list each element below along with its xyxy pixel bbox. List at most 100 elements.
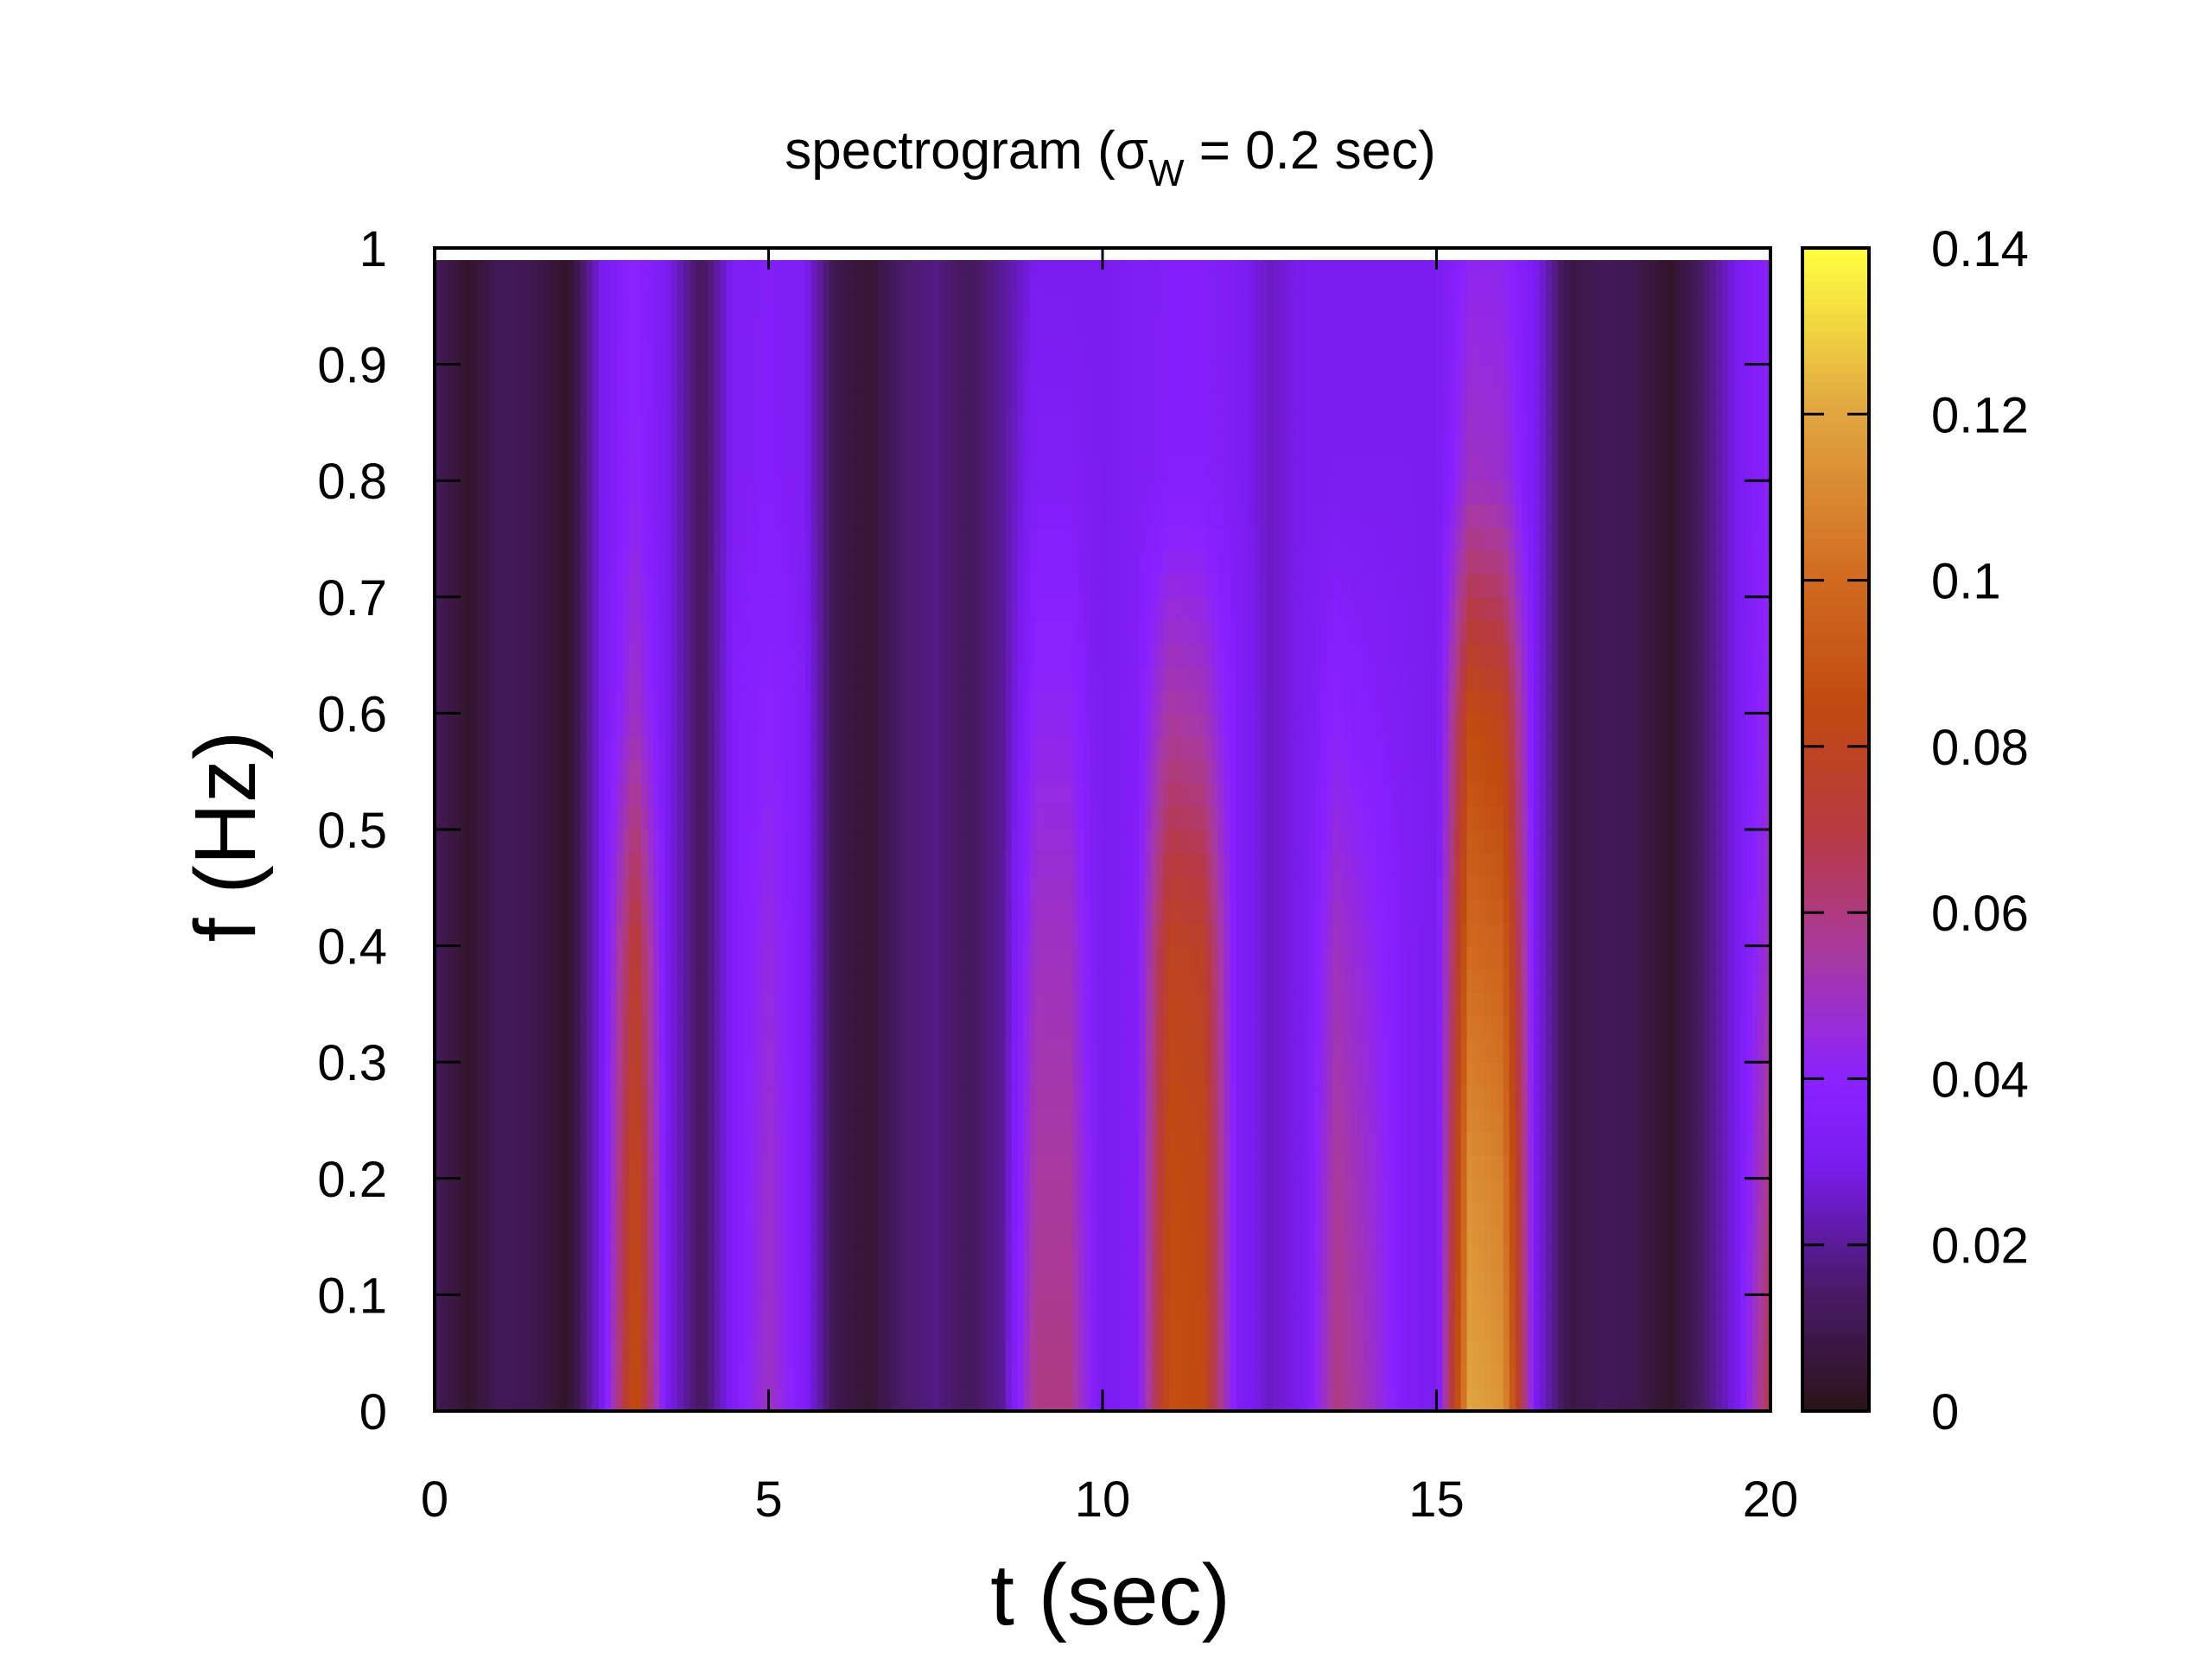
heatmap-cell xyxy=(914,1388,921,1412)
heatmap-cell xyxy=(568,1039,575,1063)
heatmap-cell xyxy=(804,1062,812,1086)
heatmap-cell xyxy=(914,922,921,947)
heatmap-cell xyxy=(659,387,666,412)
heatmap-cell xyxy=(975,783,982,807)
heatmap-cell xyxy=(732,364,740,389)
heatmap-cell xyxy=(756,340,764,365)
heatmap-cell xyxy=(981,1224,988,1249)
heatmap-cell xyxy=(865,1341,873,1365)
heatmap-cell xyxy=(586,852,594,877)
heatmap-cell xyxy=(798,364,806,389)
heatmap-cell xyxy=(920,317,927,342)
heatmap-cell xyxy=(441,1154,448,1179)
heatmap-cell xyxy=(665,480,672,505)
heatmap-cell xyxy=(671,410,678,435)
heatmap-cell xyxy=(653,992,660,1017)
heatmap-cell xyxy=(501,830,509,854)
heatmap-cell xyxy=(932,1248,939,1273)
heatmap-cell xyxy=(483,457,490,481)
heatmap-cell xyxy=(975,1248,982,1273)
heatmap-cell xyxy=(690,713,696,738)
heatmap-cell xyxy=(640,410,648,435)
heatmap-cell xyxy=(441,294,448,319)
heatmap-cell xyxy=(628,1248,636,1273)
heatmap-cell xyxy=(908,899,915,924)
heatmap-cell xyxy=(726,1039,734,1063)
heatmap-cell xyxy=(543,1062,551,1086)
heatmap-cell xyxy=(708,1388,715,1412)
heatmap-cell xyxy=(932,1201,939,1226)
heatmap-cell xyxy=(726,1201,734,1226)
heatmap-cell xyxy=(920,760,927,784)
heatmap-cell xyxy=(798,1039,806,1063)
heatmap-cell xyxy=(957,340,964,365)
heatmap-cell xyxy=(568,387,575,412)
heatmap-cell xyxy=(762,1062,770,1086)
heatmap-cell xyxy=(628,1341,636,1365)
heatmap-cell xyxy=(835,410,842,435)
heatmap-cell xyxy=(459,1201,466,1226)
heatmap-cell xyxy=(1029,1154,1037,1179)
heatmap-cell xyxy=(1011,899,1019,924)
heatmap-cell xyxy=(453,434,460,459)
heatmap-cell xyxy=(459,1364,466,1389)
heatmap-cell xyxy=(944,666,952,691)
heatmap-cell xyxy=(471,340,478,365)
heatmap-cell xyxy=(950,713,958,738)
heatmap-cell xyxy=(780,1085,788,1109)
heatmap-cell xyxy=(738,690,746,715)
heatmap-cell xyxy=(519,457,527,481)
heatmap-cell xyxy=(453,736,460,760)
heatmap-cell xyxy=(1011,317,1019,342)
heatmap-cell xyxy=(792,1201,800,1226)
heatmap-cell xyxy=(792,922,800,947)
heatmap-cell xyxy=(859,830,867,854)
heatmap-cell xyxy=(1023,1248,1031,1273)
heatmap-cell xyxy=(902,806,909,830)
heatmap-cell xyxy=(477,1132,484,1156)
heatmap-cell xyxy=(975,550,982,575)
heatmap-cell xyxy=(993,1201,1001,1226)
heatmap-cell xyxy=(817,806,824,830)
heatmap-cell xyxy=(914,992,921,1017)
heatmap-cell xyxy=(592,1318,600,1342)
heatmap-cell xyxy=(987,596,995,621)
heatmap-cell xyxy=(574,1341,582,1365)
heatmap-cell xyxy=(878,1224,885,1249)
heatmap-cell xyxy=(774,1248,782,1273)
heatmap-cell xyxy=(501,596,509,621)
heatmap-cell xyxy=(920,830,927,854)
heatmap-cell xyxy=(525,1271,533,1296)
heatmap-cell xyxy=(859,1015,867,1040)
heatmap-cell xyxy=(738,340,746,365)
heatmap-cell xyxy=(786,875,794,900)
heatmap-cell xyxy=(586,480,594,505)
heatmap-cell xyxy=(884,713,891,738)
heatmap-cell xyxy=(465,550,472,575)
heatmap-cell xyxy=(744,364,752,389)
heatmap-cell xyxy=(622,1178,630,1203)
heatmap-cell xyxy=(878,945,885,970)
heatmap-cell xyxy=(792,1015,800,1040)
heatmap-cell xyxy=(1011,760,1019,784)
heatmap-cell xyxy=(792,364,800,389)
heatmap-cell xyxy=(483,1178,490,1203)
heatmap-cell xyxy=(441,922,448,947)
heatmap-cell xyxy=(786,270,794,296)
heatmap-cell xyxy=(453,666,460,691)
heatmap-cell xyxy=(665,550,672,575)
heatmap-cell xyxy=(1035,1388,1043,1412)
heatmap-cell xyxy=(537,922,545,947)
heatmap-cell xyxy=(768,922,776,947)
heatmap-cell xyxy=(556,1085,563,1109)
heatmap-cell xyxy=(726,596,734,621)
heatmap-cell xyxy=(823,340,830,365)
heatmap-cell xyxy=(702,1294,709,1319)
heatmap-cell xyxy=(519,1318,527,1342)
heatmap-cell xyxy=(768,1341,776,1365)
heatmap-cell xyxy=(859,643,867,668)
heatmap-cell xyxy=(750,852,758,877)
heatmap-cell xyxy=(459,899,466,924)
heatmap-cell xyxy=(950,410,958,435)
heatmap-cell xyxy=(804,1154,812,1179)
